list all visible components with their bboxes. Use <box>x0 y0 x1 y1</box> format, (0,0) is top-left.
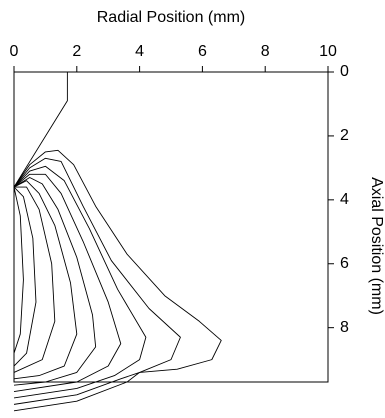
contour-line <box>13 180 78 380</box>
contour-line <box>13 186 56 373</box>
y-tick-label: 4 <box>340 191 349 208</box>
contour-line <box>13 149 222 412</box>
contour-line <box>13 157 181 405</box>
y-tick-label: 0 <box>340 63 349 80</box>
contour-line <box>13 165 147 399</box>
contour-line <box>13 177 97 386</box>
x-tick-label: 0 <box>10 43 19 60</box>
contour-line <box>13 186 37 367</box>
contour-line <box>13 72 68 188</box>
y-tick-label: 6 <box>340 255 349 272</box>
plot-frame <box>13 71 329 383</box>
contour-line <box>13 173 122 393</box>
x-tick-label: 2 <box>72 43 81 60</box>
x-tick-label: 10 <box>319 43 337 60</box>
y-axis-label: Axial Position (mm) <box>368 177 385 315</box>
y-tick-label: 2 <box>340 127 349 144</box>
y-tick-label: 8 <box>340 319 349 336</box>
x-tick-label: 6 <box>198 43 207 60</box>
contour-line <box>13 186 24 354</box>
x-axis-label: Radial Position (mm) <box>97 9 245 26</box>
x-tick-label: 8 <box>261 43 270 60</box>
x-tick-label: 4 <box>135 43 144 60</box>
